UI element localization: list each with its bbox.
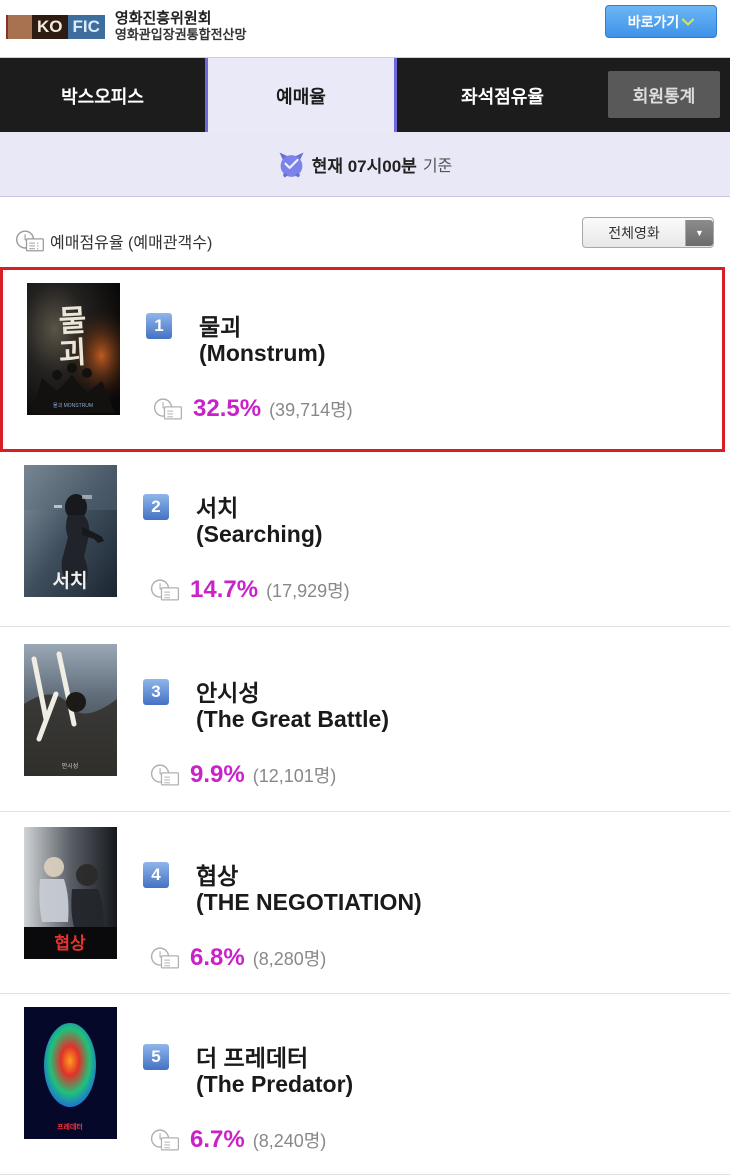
svg-text:물괴 MONSTRUM: 물괴 MONSTRUM: [53, 402, 93, 409]
svg-text:물: 물: [58, 304, 87, 338]
svg-text:안시성: 안시성: [62, 762, 79, 770]
svg-text:프레데터: 프레데터: [57, 1122, 83, 1131]
svg-text:협상: 협상: [54, 933, 86, 953]
svg-text:서치: 서치: [53, 570, 88, 592]
